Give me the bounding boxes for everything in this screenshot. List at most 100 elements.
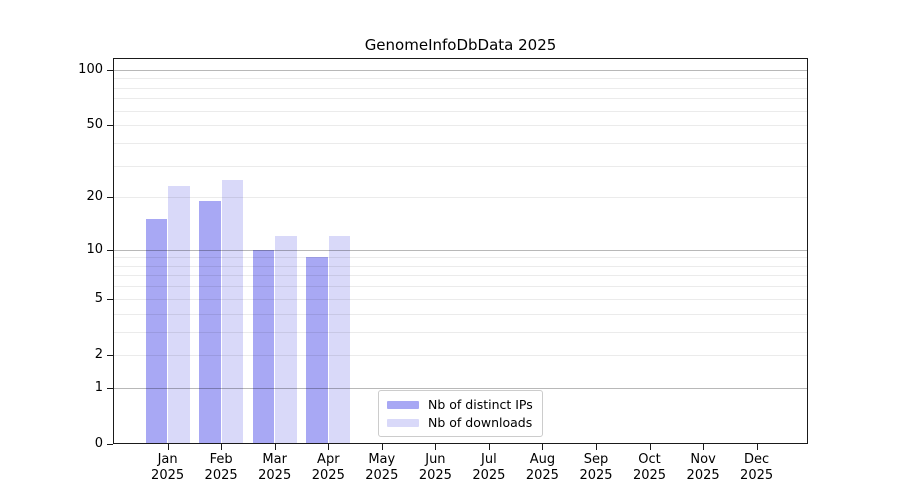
y-tick-label-1: 1 — [94, 379, 103, 395]
x-tick-label-feb: Feb 2025 — [189, 452, 253, 484]
gridline-7 — [113, 275, 808, 277]
y-tick-label-5: 5 — [94, 290, 103, 306]
gridline-20 — [113, 197, 808, 199]
gridline-60 — [113, 110, 808, 112]
x-tick-jan — [167, 444, 169, 450]
y-tick-label-50: 50 — [86, 117, 103, 133]
y-tick-1 — [107, 387, 113, 389]
x-tick-month: Nov — [690, 452, 716, 467]
gridline-1 — [113, 387, 808, 389]
x-tick-year: 2025 — [258, 468, 292, 483]
gridline-90 — [113, 78, 808, 80]
bar-feb-downloads — [221, 179, 244, 444]
bar-jan-downloads — [168, 186, 190, 444]
x-tick-year: 2025 — [472, 468, 506, 483]
y-tick-5 — [107, 298, 113, 300]
x-tick-month: Sep — [583, 452, 609, 467]
y-tick-100 — [107, 69, 113, 71]
x-tick-year: 2025 — [579, 468, 613, 483]
x-tick-label-sep: Sep 2025 — [564, 452, 628, 484]
x-tick-jun — [435, 444, 437, 450]
x-tick-label-nov: Nov 2025 — [671, 452, 735, 484]
x-tick-year: 2025 — [204, 468, 238, 483]
x-tick-month: Feb — [209, 452, 233, 467]
gridline-6 — [113, 286, 808, 288]
gridline-100 — [113, 69, 808, 71]
y-tick-label-0: 0 — [94, 436, 103, 451]
gridline-8 — [113, 265, 808, 267]
gridline-9 — [113, 257, 808, 259]
x-tick-month: Aug — [529, 452, 556, 467]
x-tick-month: Jan — [157, 452, 178, 467]
x-tick-label-dec: Dec 2025 — [725, 452, 789, 484]
bar-apr-distinct-ips — [306, 257, 328, 444]
x-tick-feb — [221, 444, 223, 450]
bar-mar-downloads — [275, 235, 297, 444]
x-tick-year: 2025 — [632, 468, 667, 483]
x-tick-label-jun: Jun 2025 — [403, 452, 467, 484]
gridline-40 — [113, 142, 808, 144]
gridline-80 — [113, 87, 808, 89]
x-tick-month: May — [368, 452, 396, 467]
y-tick-50 — [107, 125, 113, 127]
legend-item-distinct-ips: Nb of distinct IPs — [387, 397, 534, 412]
y-tick-label-10: 10 — [86, 241, 103, 257]
y-tick-10 — [107, 249, 113, 251]
gridline-5 — [113, 298, 808, 300]
legend: Nb of distinct IPs Nb of downloads — [378, 390, 543, 437]
y-tick-label-20: 20 — [86, 189, 103, 205]
y-tick-label-2: 2 — [94, 346, 103, 362]
gridline-3 — [113, 331, 808, 333]
x-tick-label-mar: Mar 2025 — [243, 452, 307, 484]
x-tick-month: Apr — [317, 452, 340, 467]
x-tick-year: 2025 — [418, 468, 452, 483]
gridline-2 — [113, 354, 808, 356]
x-tick-year: 2025 — [151, 468, 185, 483]
legend-label-downloads: Nb of downloads — [428, 415, 533, 430]
bar-apr-downloads — [328, 235, 351, 444]
y-tick-20 — [107, 197, 113, 199]
x-tick-year: 2025 — [525, 468, 559, 483]
x-tick-label-aug: Aug 2025 — [510, 452, 574, 484]
x-tick-year: 2025 — [311, 468, 345, 483]
x-tick-nov — [703, 444, 705, 450]
y-tick-2 — [107, 354, 113, 356]
legend-item-downloads: Nb of downloads — [387, 415, 534, 430]
x-tick-aug — [542, 444, 544, 450]
bar-mar-distinct-ips — [252, 249, 275, 444]
x-tick-label-jan: Jan 2025 — [136, 452, 200, 484]
gridline-30 — [113, 165, 808, 167]
gridline-50 — [113, 125, 808, 127]
x-tick-month: Jun — [425, 452, 446, 467]
x-tick-label-jul: Jul 2025 — [457, 452, 521, 484]
gridline-10 — [113, 249, 808, 251]
y-tick-label-100: 100 — [78, 61, 103, 77]
x-tick-month: Mar — [262, 452, 287, 467]
x-tick-mar — [274, 444, 276, 450]
legend-label-distinct-ips: Nb of distinct IPs — [428, 397, 533, 412]
gridline-70 — [113, 98, 808, 100]
plot-area — [113, 58, 808, 444]
x-tick-dec — [756, 444, 758, 450]
x-tick-may — [381, 444, 383, 450]
x-tick-apr — [328, 444, 330, 450]
y-tick-0 — [107, 444, 113, 445]
x-tick-label-oct: Oct 2025 — [618, 452, 682, 484]
x-tick-year: 2025 — [686, 468, 720, 483]
x-tick-jul — [488, 444, 490, 450]
x-tick-year: 2025 — [740, 468, 774, 483]
x-tick-sep — [596, 444, 597, 450]
legend-swatch-downloads — [387, 418, 419, 427]
gridline-4 — [113, 313, 808, 315]
x-tick-month: Jul — [481, 452, 497, 467]
x-tick-month: Oct — [638, 452, 661, 467]
x-tick-label-apr: Apr 2025 — [296, 452, 360, 484]
chart-title: GenomeInfoDbData 2025 — [364, 36, 557, 54]
x-tick-year: 2025 — [365, 468, 399, 483]
bar-feb-distinct-ips — [199, 201, 221, 444]
x-tick-oct — [649, 444, 651, 450]
bar-jan-distinct-ips — [145, 219, 168, 444]
x-tick-label-may: May 2025 — [350, 452, 414, 484]
x-tick-month: Dec — [744, 452, 770, 467]
